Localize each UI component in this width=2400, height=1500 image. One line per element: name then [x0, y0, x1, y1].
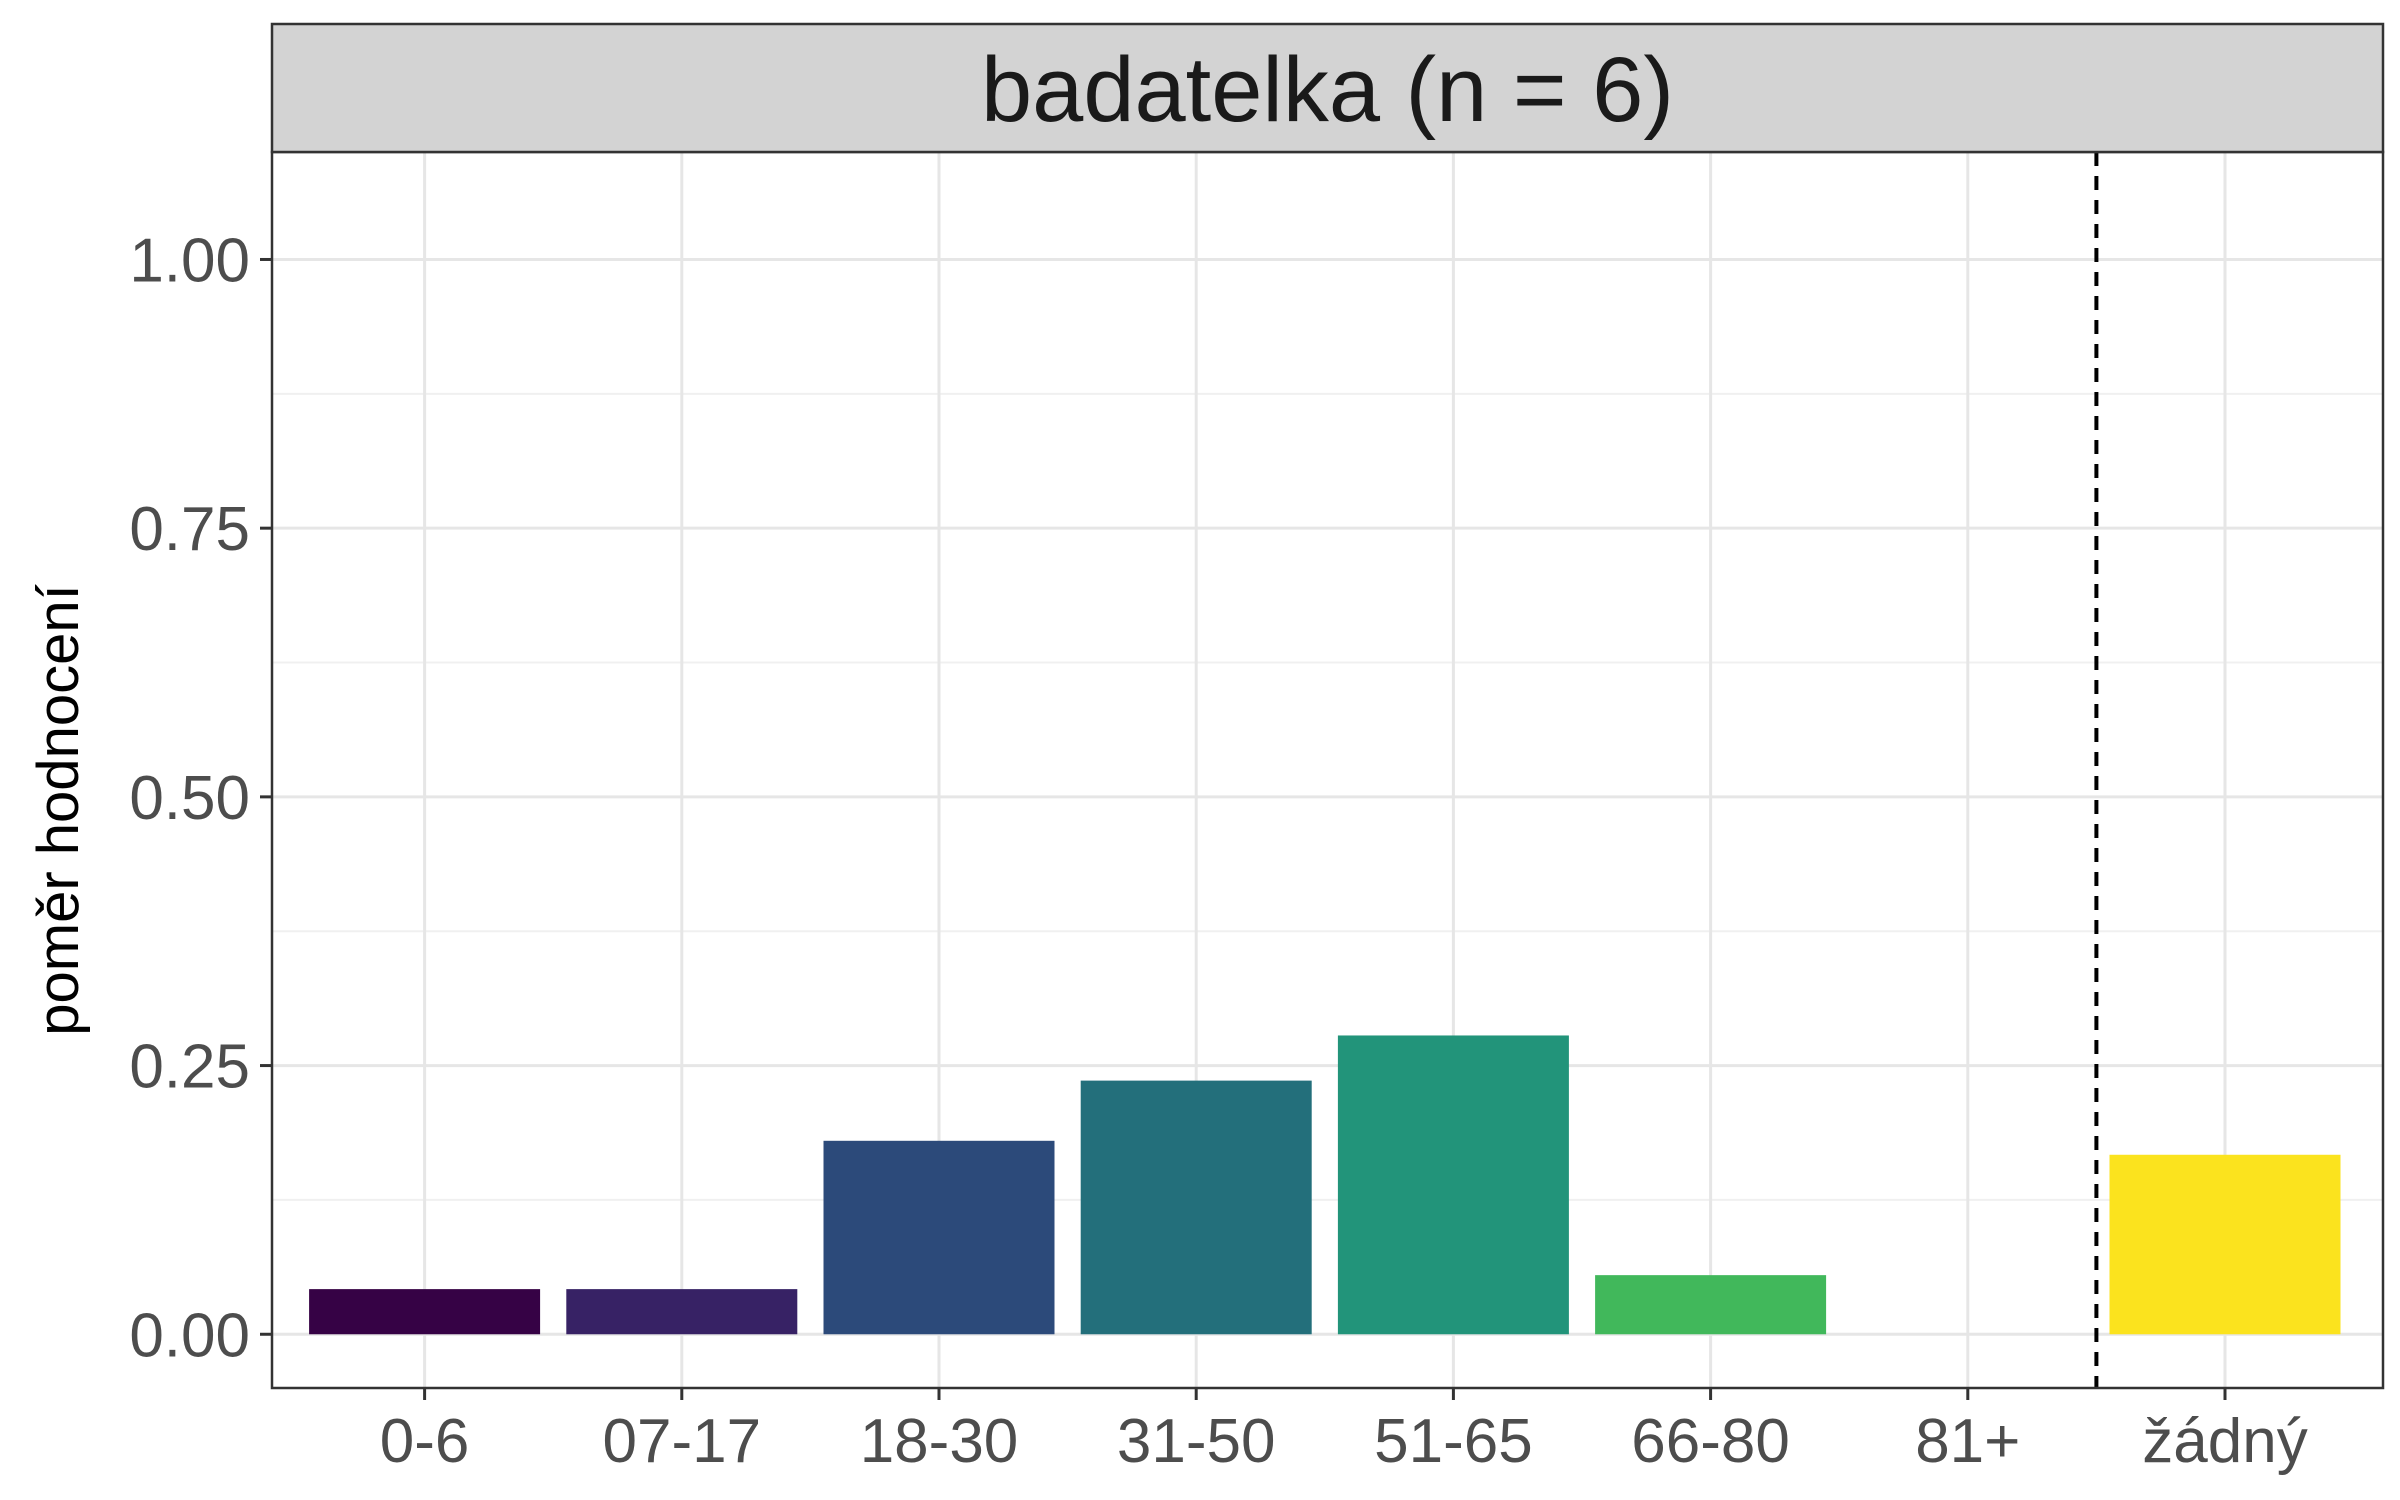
x-tick-label: 31-50: [1117, 1407, 1276, 1476]
x-tick-label: žádný: [2142, 1407, 2307, 1476]
y-axis: 0.00 0.25 0.50 0.75 1.00: [129, 226, 272, 1370]
x-tick-label: 07-17: [603, 1407, 762, 1476]
bar-18-30: [823, 1140, 1055, 1335]
bar-žádný: [2109, 1154, 2341, 1335]
x-axis: 0-6 07-17 18-30 31-50 51-65 66-80 81+ žádný: [380, 1388, 2308, 1476]
bar-31-50: [1080, 1080, 1312, 1335]
bar-07-17: [566, 1289, 798, 1335]
y-tick-label: 1.00: [129, 226, 250, 295]
y-axis-label: poměr hodnocení: [26, 584, 91, 1035]
x-tick-label: 66-80: [1631, 1407, 1790, 1476]
y-tick-label: 0.00: [129, 1301, 250, 1370]
y-tick-label: 0.75: [129, 495, 250, 564]
x-tick-label: 81+: [1915, 1407, 2020, 1476]
bar-0-6: [309, 1289, 541, 1335]
x-tick-label: 0-6: [380, 1407, 470, 1476]
bars: [309, 1035, 2341, 1335]
panel-frame: [270, 150, 2385, 1390]
x-tick-label: 51-65: [1374, 1407, 1533, 1476]
bar-66-80: [1595, 1275, 1827, 1335]
strip-background: [270, 22, 2385, 154]
x-tick-label: 18-30: [860, 1407, 1019, 1476]
facet-title: badatelka (n = 6): [981, 39, 1674, 141]
y-tick-label: 0.25: [129, 1033, 250, 1102]
facet-strip: badatelka (n = 6): [270, 22, 2385, 154]
bar-51-65: [1337, 1035, 1569, 1335]
panel-border: [270, 150, 2385, 1390]
y-tick-label: 0.50: [129, 764, 250, 833]
grid: [272, 152, 2383, 1388]
